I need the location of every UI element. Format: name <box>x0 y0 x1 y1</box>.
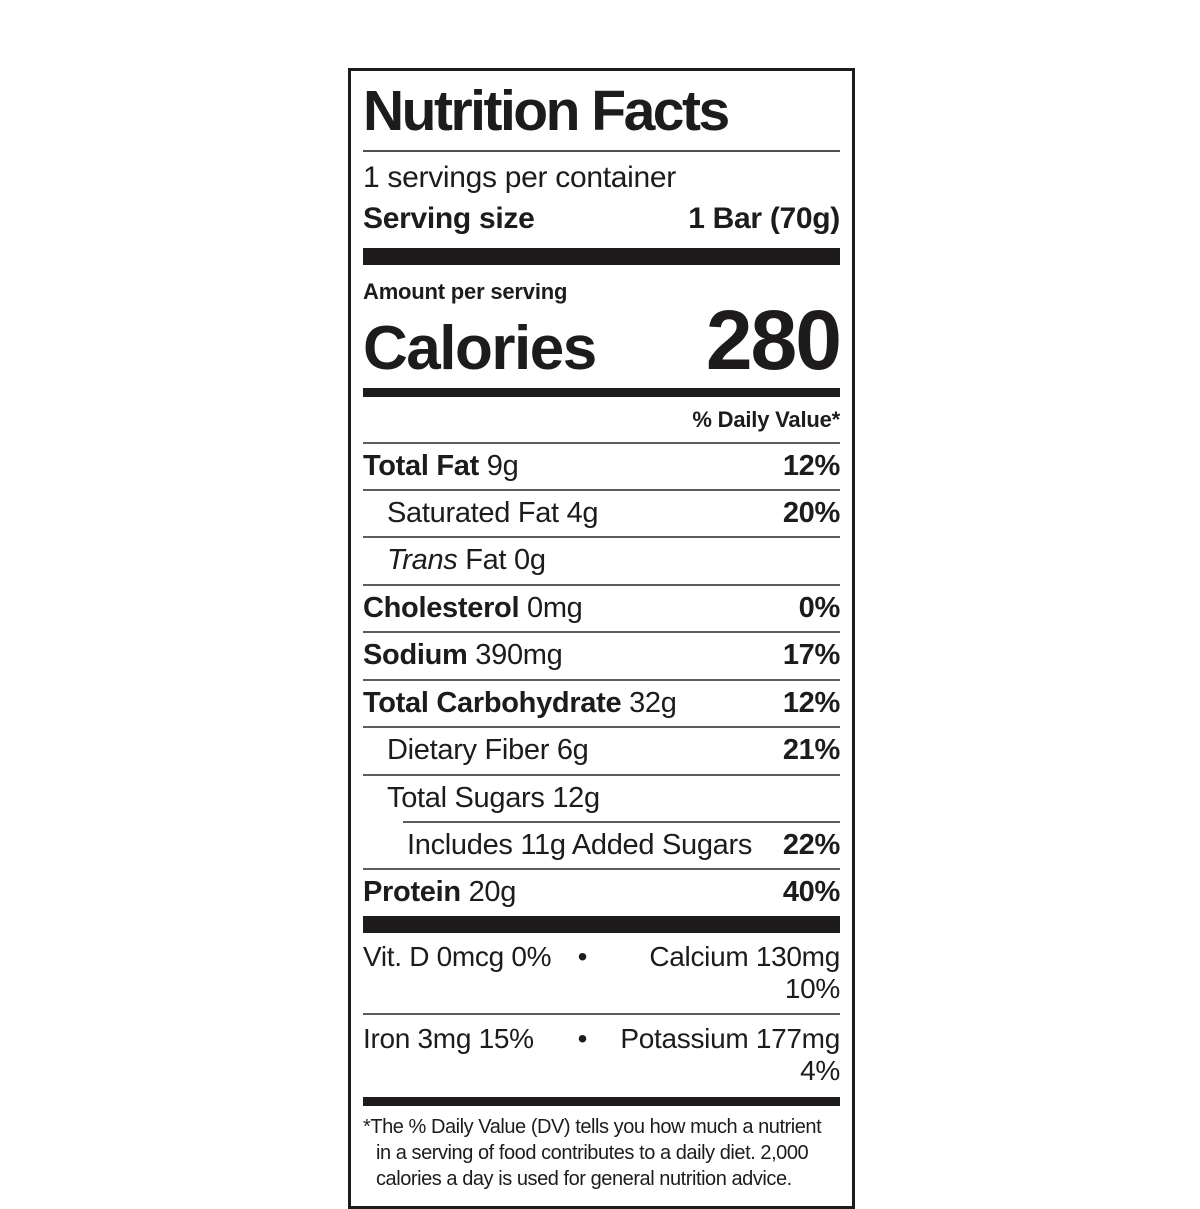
nutrient-name: Cholesterol <box>363 591 520 624</box>
nutrient-row-total-carbohydrate: Total Carbohydrate 32g 12% <box>363 678 840 726</box>
micronutrient-row-vitd-calcium: Vit. D 0mcg 0% • Calcium 130mg 10% <box>363 933 840 1013</box>
serving-size-row: Serving size 1 Bar (70g) <box>363 199 840 238</box>
divider-bar-medium-calories <box>363 387 840 397</box>
nutrient-row-total-sugars: Total Sugars 12g <box>363 773 840 821</box>
nutrient-dv: 0% <box>798 591 841 624</box>
nutrient-row-saturated-fat: Saturated Fat 4g 20% <box>363 488 840 536</box>
daily-value-footnote: *The % Daily Value (DV) tells you how mu… <box>363 1106 840 1194</box>
micronutrient-row-iron-potassium: Iron 3mg 15% • Potassium 177mg 4% <box>363 1012 840 1095</box>
micronutrients-section: Vit. D 0mcg 0% • Calcium 130mg 10% Iron … <box>363 933 840 1095</box>
servings-per-container: 1 servings per container <box>363 161 676 194</box>
divider-bar-thick-bottom <box>363 915 840 933</box>
nutrient-name: Total Carbohydrate <box>363 686 622 719</box>
nutrient-amount: 0mg <box>519 591 583 624</box>
micronutrient-left: Vit. D 0mcg 0% <box>363 940 552 972</box>
amount-per-serving-label: Amount per serving <box>363 278 568 304</box>
nutrient-row-cholesterol: Cholesterol 0mg 0% <box>363 583 841 631</box>
nutrition-facts-label: Nutrition Facts 1 servings per container… <box>348 68 855 1209</box>
serving-size-label: Serving size <box>363 201 535 235</box>
nutrient-dv: 21% <box>782 734 840 767</box>
nutrient-row-sodium: Sodium 390mg 17% <box>363 631 840 678</box>
nutrient-name: Protein <box>363 876 461 909</box>
nutrient-row-added-sugars: Includes 11g Added Sugars 22% <box>363 821 840 868</box>
nutrient-amount: 32g <box>621 686 677 719</box>
calories-label: Calories <box>363 313 597 383</box>
serving-size-value: 1 Bar (70g) <box>688 201 840 235</box>
divider-bar-medium-footer <box>363 1096 840 1106</box>
micronutrient-right: Potassium 177mg 4% <box>620 1022 840 1086</box>
calories-row: Calories 280 <box>363 292 842 387</box>
nutrient-name: Dietary Fiber 6g <box>387 734 589 767</box>
nutrition-facts-title: Nutrition Facts <box>363 71 840 152</box>
nutrient-amount: 390mg <box>467 639 563 672</box>
nutrient-name: Total Sugars 12g <box>387 781 600 814</box>
nutrient-name: Sodium <box>363 639 468 672</box>
nutrient-name: Total Fat <box>363 449 479 482</box>
nutrient-row-trans-fat: Trans Fat 0g <box>363 536 840 583</box>
nutrient-row-dietary-fiber: Dietary Fiber 6g 21% <box>363 726 840 773</box>
nutrient-amount: 9g <box>478 449 519 482</box>
divider-bar-thick-top <box>363 247 840 265</box>
nutrient-amount: Fat 0g <box>457 544 546 577</box>
nutrient-name: Saturated Fat 4g <box>387 496 599 529</box>
nutrient-name: Includes 11g Added Sugars <box>407 829 753 861</box>
nutrient-dv: 20% <box>782 496 840 529</box>
nutrient-name-italic: Trans <box>387 544 458 577</box>
footnote-line: in a serving of food contributes to a da… <box>376 1141 809 1164</box>
nutrient-row-total-fat: Total Fat 9g 12% <box>363 441 840 489</box>
nutrient-dv: 17% <box>782 639 840 672</box>
bullet-separator: • <box>577 940 588 972</box>
nutrient-amount: 20g <box>460 876 517 909</box>
micronutrient-left: Iron 3mg 15% <box>363 1022 534 1054</box>
nutrient-dv: 12% <box>782 686 840 719</box>
footnote-line: *The % Daily Value (DV) tells you how mu… <box>363 1115 822 1138</box>
footnote-line: calories a day is used for general nutri… <box>376 1167 792 1190</box>
nutrient-dv: 40% <box>782 876 840 909</box>
nutrient-dv: 22% <box>782 829 840 861</box>
micronutrient-right: Calcium 130mg 10% <box>649 940 840 1004</box>
nutrient-dv: 12% <box>782 449 840 482</box>
bullet-separator: • <box>577 1022 588 1054</box>
daily-value-header: % Daily Value* <box>692 406 840 432</box>
nutrient-row-protein: Protein 20g 40% <box>363 868 840 915</box>
calories-value: 280 <box>705 292 842 387</box>
